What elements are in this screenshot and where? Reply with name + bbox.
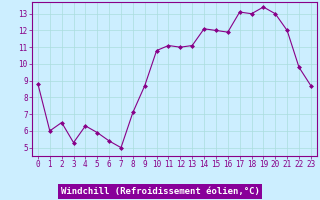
Text: Windchill (Refroidissement éolien,°C): Windchill (Refroidissement éolien,°C)	[60, 187, 260, 196]
